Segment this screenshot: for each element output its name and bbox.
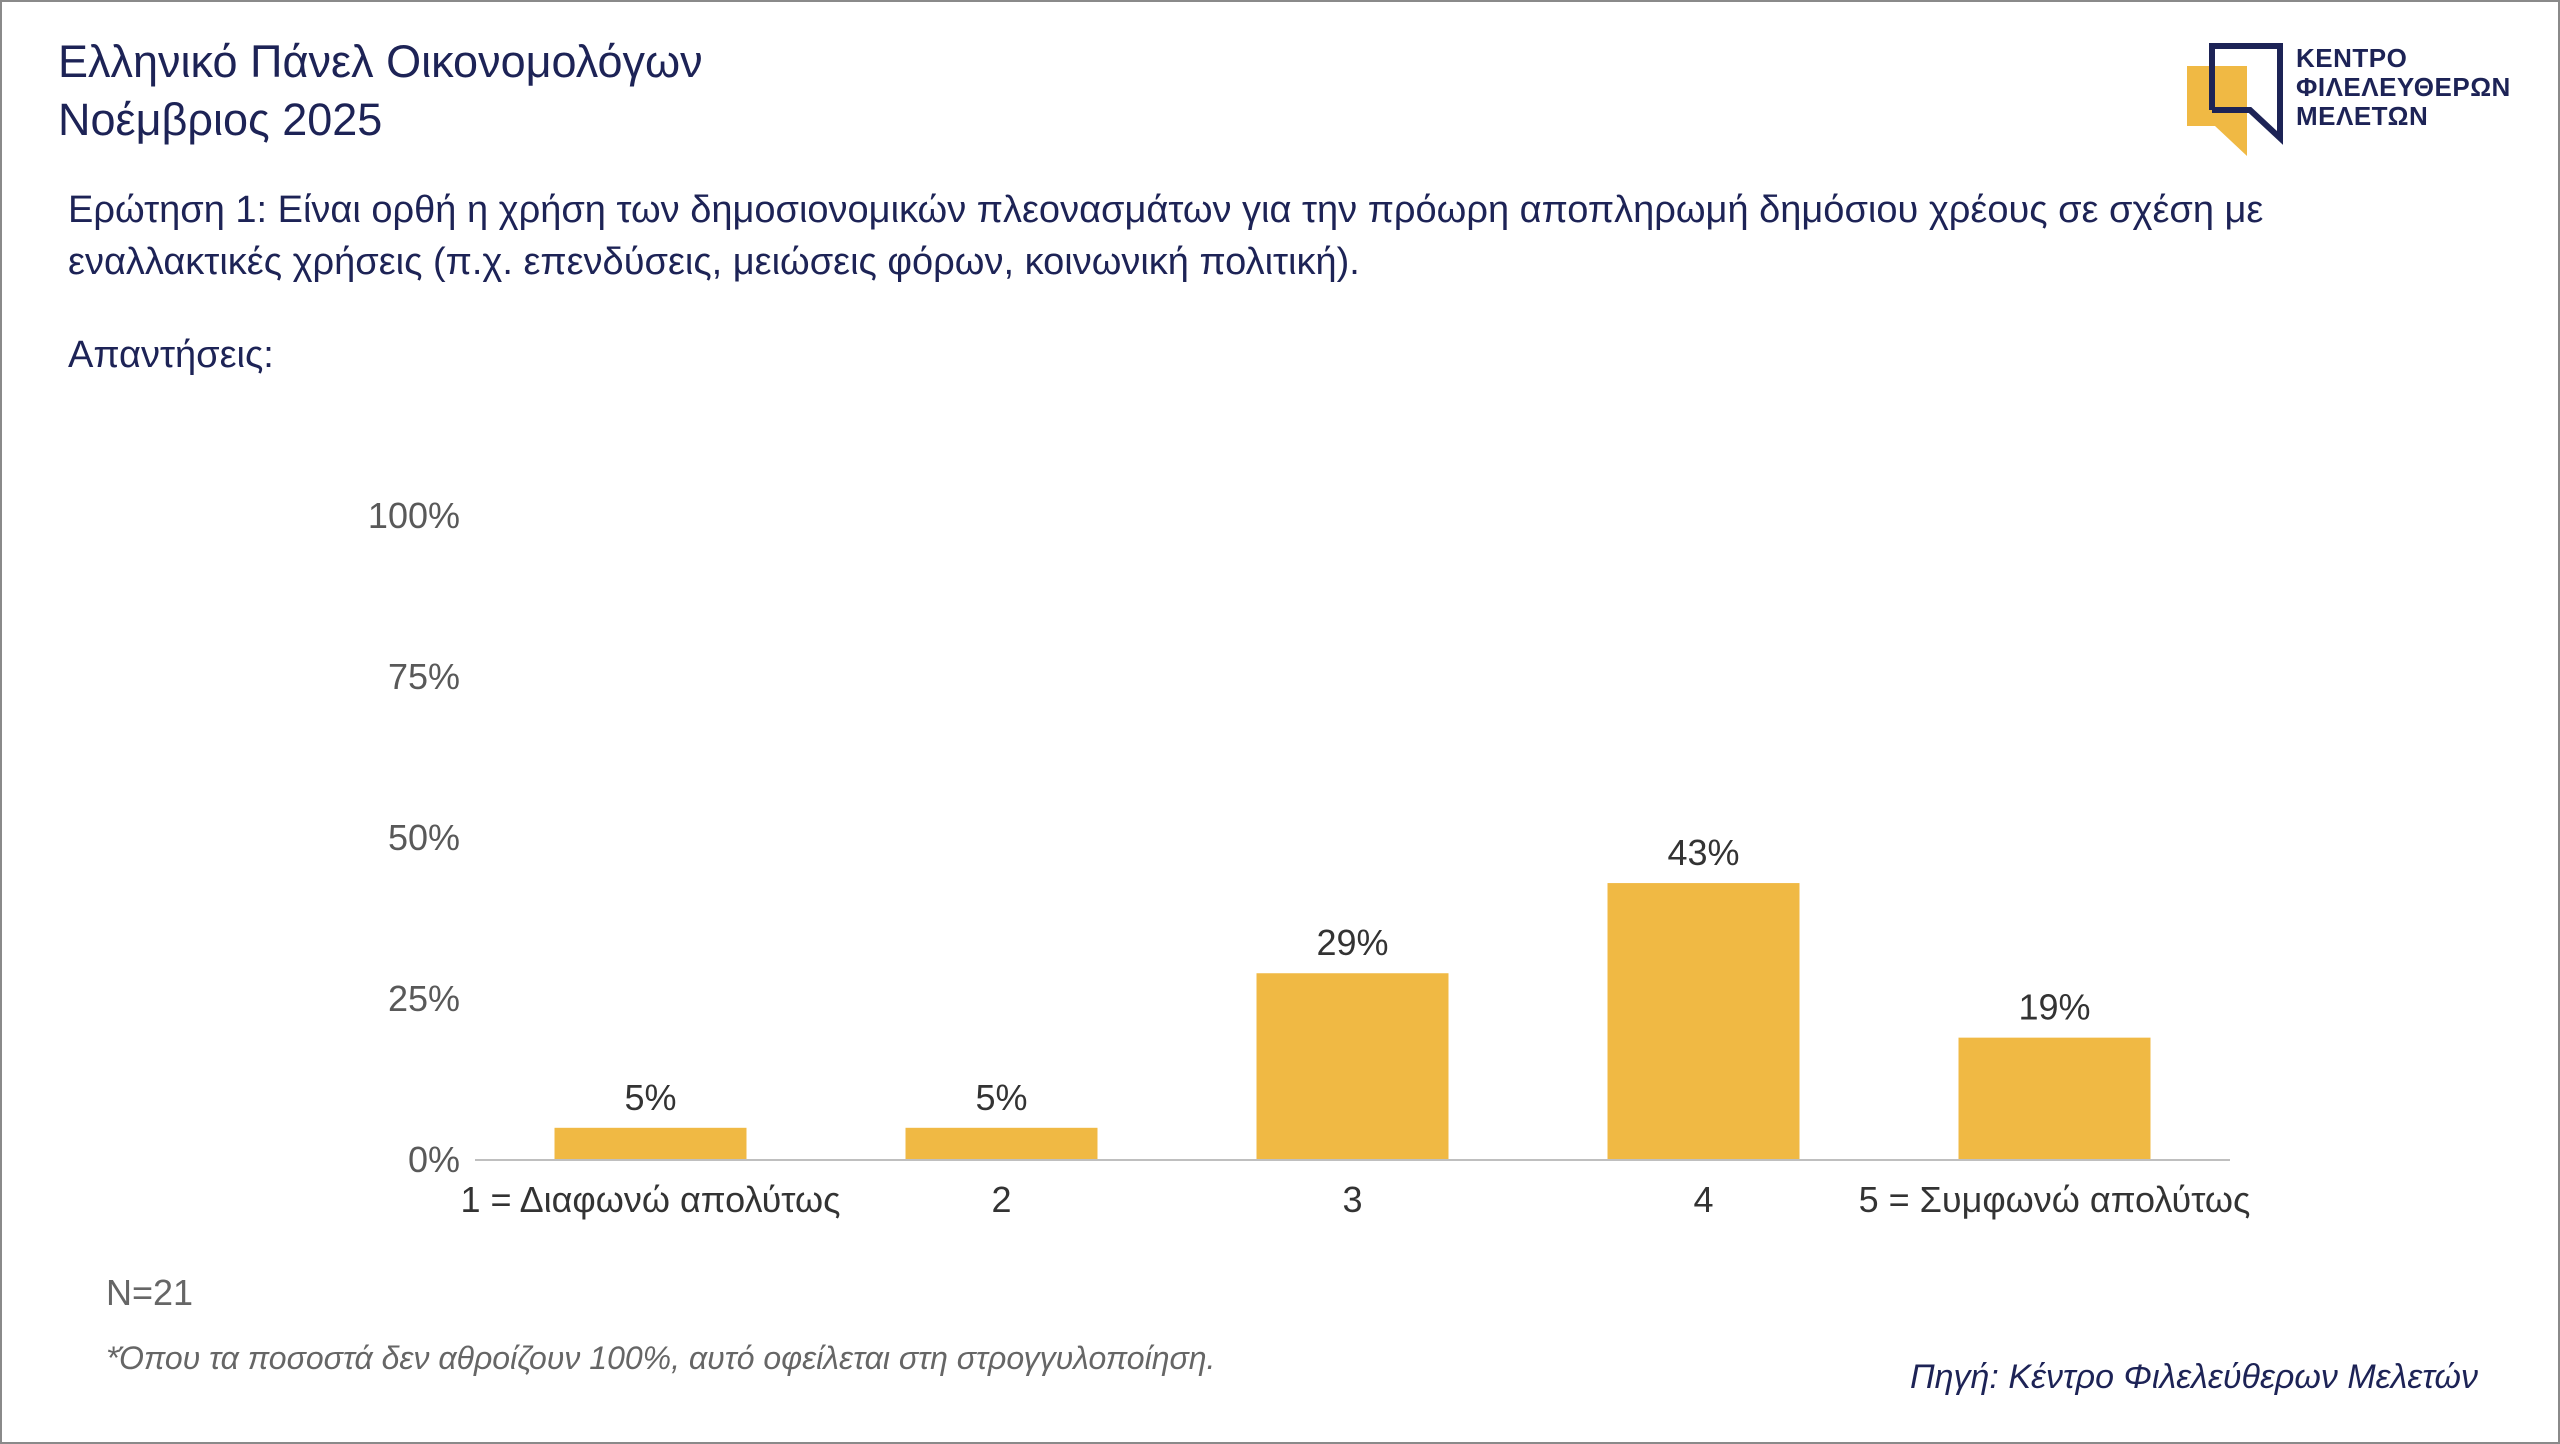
logo-accent-square [2187,66,2247,126]
logo-icon [2187,43,2283,156]
logo-text-line2: ΦΙΛΕΛΕΥΘΕΡΩΝ [2296,72,2511,102]
page-subtitle-date: Νοέμβριος 2025 [58,94,383,145]
logo-frame [2209,43,2283,126]
logo-text: ΚΕΝΤΡΟ ΦΙΛΕΛΕΥΘΕΡΩΝ ΜΕΛΕΤΩΝ [2296,44,2511,131]
data-label: 5% [975,1077,1027,1118]
bar [905,1127,1098,1160]
bar [1607,883,1800,1160]
bar [554,1127,747,1160]
answers-label: Απαντήσεις: [68,334,274,376]
data-label: 5% [624,1077,676,1118]
data-label: 43% [1667,832,1739,873]
data-label: 29% [1316,922,1388,963]
y-tick-label: 0% [408,1139,460,1180]
page-title: Ελληνικό Πάνελ Οικονομολόγων [58,36,703,87]
source-note: Πηγή: Κέντρο Φιλελεύθερων Μελετών [1910,1358,2478,1396]
x-tick-label: 3 [1342,1179,1362,1220]
x-tick-label: 1 = Διαφωνώ απολύτως [461,1179,841,1220]
x-tick-label: 2 [991,1179,1011,1220]
x-tick-label: 4 [1693,1179,1713,1220]
question-text: Ερώτηση 1: Είναι ορθή η χρήση των δημοσι… [68,189,2264,283]
logo-frame-tail [2212,107,2283,145]
rounding-footnote: *Όπου τα ποσοστά δεν αθροίζουν 100%, αυτ… [106,1340,1216,1376]
logo-accent-tail [2215,126,2247,156]
y-tick-label: 50% [388,817,460,858]
data-label: 19% [2018,987,2090,1028]
bar [1958,1037,2151,1160]
y-tick-label: 75% [388,656,460,697]
y-tick-label: 25% [388,978,460,1019]
y-tick-label: 100% [368,495,460,536]
bar-chart: 0% 25% 50% 75% 100% 5% 1 = Διαφωνώ απολύτως 5% 2… [368,495,2251,1220]
logo-text-line3: ΜΕΛΕΤΩΝ [2296,101,2429,131]
sample-size: N=21 [106,1272,194,1313]
bar [1256,973,1449,1160]
x-tick-label: 5 = Συμφωνώ απολύτως [1859,1179,2251,1220]
logo-text-line1: ΚΕΝΤΡΟ [2296,43,2408,73]
